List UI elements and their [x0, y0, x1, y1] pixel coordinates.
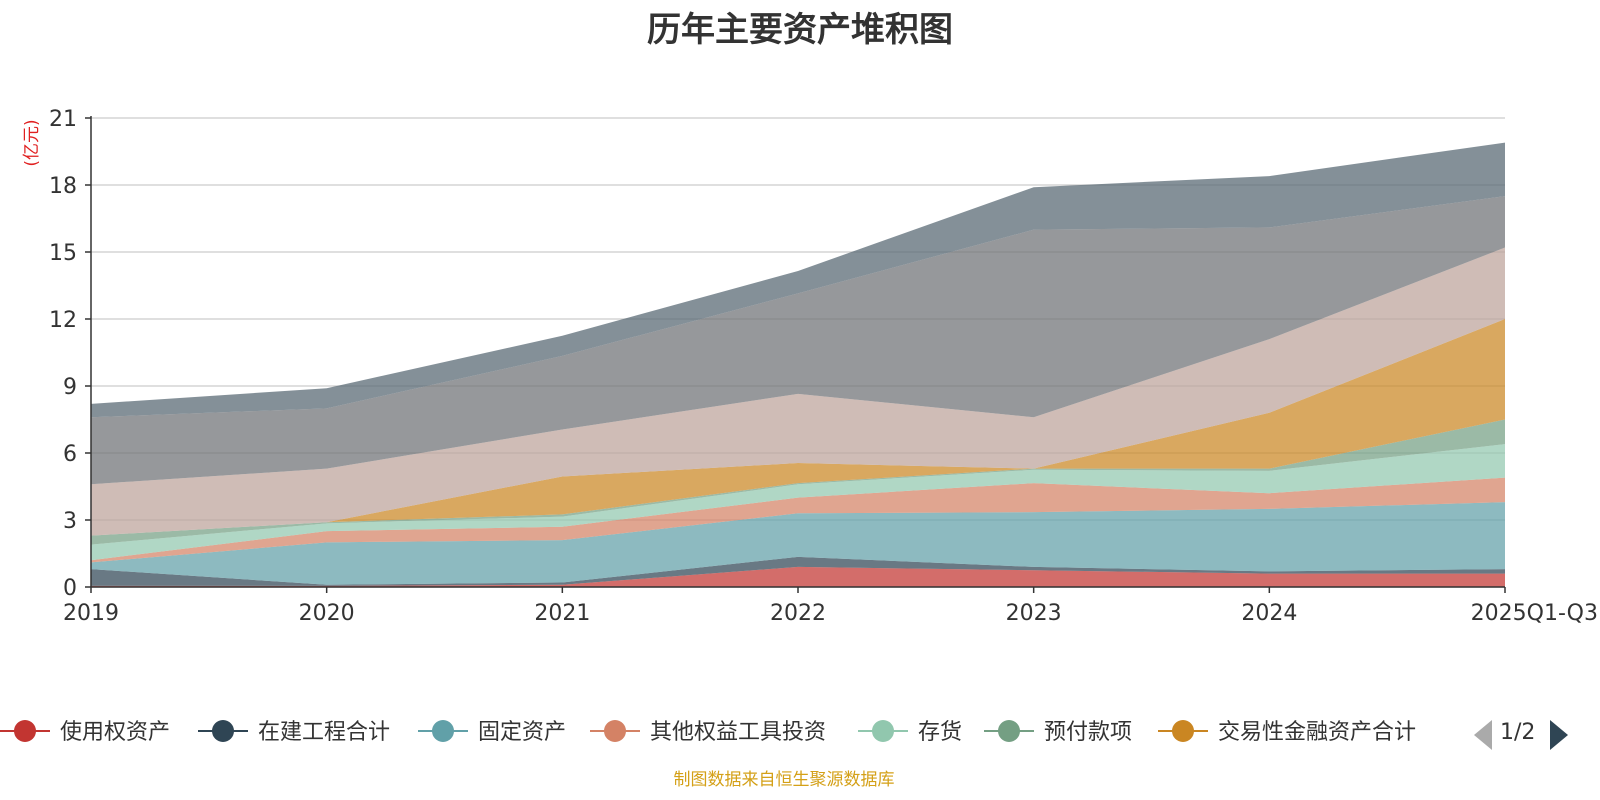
x-tick-label: 2019 [63, 601, 119, 626]
legend-pager: 1/2 [1466, 718, 1600, 750]
x-tick-label: 2021 [534, 601, 590, 626]
y-tick-label: 21 [49, 107, 77, 132]
y-tick-label: 0 [63, 576, 77, 601]
stacked-area-chart: 0 3 6 9 12 15 18 21 2019 2020 2021 2022 2023 2024 2025… [22, 107, 1598, 626]
legend-label: 固定资产 [478, 720, 567, 745]
legend-dot-marker [998, 720, 1020, 742]
y-tick-label: 3 [63, 509, 77, 534]
triangle-left-icon[interactable] [1474, 720, 1492, 750]
legend-label: 存货 [918, 720, 963, 745]
triangle-right-icon[interactable] [1550, 720, 1568, 750]
y-tick-label: 9 [63, 375, 77, 400]
legend-dot-marker [604, 720, 626, 742]
legend-label: 使用权资产 [60, 720, 171, 745]
area-series-存货 [91, 444, 1505, 561]
area-series-交易性金融资产合计 [91, 319, 1505, 536]
area-series-货币资金 [91, 142, 1505, 418]
y-tick-label: 18 [49, 174, 77, 199]
area-series-应收账款 [91, 247, 1505, 536]
area-series-在建工程合计 [91, 556, 1505, 586]
x-tick-label: 2024 [1241, 601, 1297, 626]
legend-dot-marker [872, 720, 894, 742]
y-axis-unit-label: (亿元) [22, 119, 42, 166]
legend-label: 其他权益工具投资 [650, 720, 827, 745]
x-tick-label: 2023 [1006, 601, 1062, 626]
legend-dot-marker [14, 720, 36, 742]
y-tick-label: 15 [49, 241, 77, 266]
x-tick-label: 2022 [770, 601, 826, 626]
y-tick-label: 12 [49, 308, 77, 333]
legend-page-indicator: 1/2 [1500, 720, 1536, 745]
legend-label: 预付款项 [1044, 720, 1133, 745]
area-series-其他资产 [91, 196, 1505, 485]
chart-title: 历年主要资产堆积图 [647, 10, 953, 50]
legend-label: 交易性金融资产合计 [1218, 720, 1417, 745]
x-tick-label: 2025Q1-Q3 [1471, 601, 1598, 626]
legend-dot-marker [432, 720, 454, 742]
data-source-note: 制图数据来自恒生聚源数据库 [673, 770, 895, 790]
area-series-其他权益工具投资 [91, 477, 1505, 563]
y-tick-label: 6 [63, 442, 77, 467]
x-tick-label: 2020 [299, 601, 355, 626]
area-series-固定资产 [91, 502, 1505, 585]
legend-dot-marker [212, 720, 234, 742]
legend-label: 在建工程合计 [258, 720, 391, 745]
legend: 使用权资产 在建工程合计 固定资产 其他权益工具投资 存货 预付款项 交易性金融… [0, 718, 1600, 750]
legend-dot-marker [1172, 720, 1194, 742]
area-series-使用权资产 [91, 566, 1505, 587]
